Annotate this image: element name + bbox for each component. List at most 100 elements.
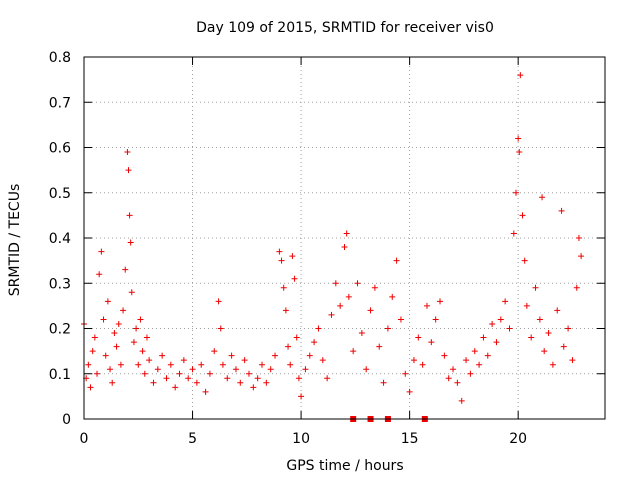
chart-title: Day 109 of 2015, SRMTID for receiver vis… [196, 20, 494, 36]
data-point [250, 384, 257, 391]
data-point [315, 325, 322, 332]
data-point [437, 298, 444, 305]
data-point [354, 280, 361, 287]
data-point [139, 348, 146, 355]
data-point [480, 334, 487, 341]
data-point [467, 370, 474, 377]
y-tick-label: 0.4 [49, 231, 71, 247]
data-point [502, 298, 509, 305]
x-tick-label: 0 [80, 431, 89, 447]
data-point [206, 370, 213, 377]
data-point [120, 307, 127, 314]
data-point [358, 330, 365, 337]
data-point [367, 307, 374, 314]
data-point [302, 366, 309, 373]
data-point [419, 361, 426, 368]
data-point [180, 357, 187, 364]
data-point [109, 379, 116, 386]
data-point [363, 366, 370, 373]
data-point [445, 375, 452, 382]
data-point [185, 375, 192, 382]
data-point [454, 379, 461, 386]
data-point [113, 343, 120, 350]
y-tick-label: 0.8 [49, 50, 71, 66]
data-point [128, 289, 135, 296]
data-point [285, 343, 292, 350]
data-point [406, 388, 413, 395]
data-point [432, 316, 439, 323]
plot-border [83, 56, 606, 420]
grid [84, 57, 605, 419]
data-point [193, 379, 200, 386]
data-point [104, 298, 111, 305]
data-point [493, 339, 500, 346]
ticks: 0 0.1 0.2 0.3 0.4 0.5 0.6 0.7 0.8 0 5 10 15 20 [49, 50, 605, 447]
data-point [510, 230, 517, 237]
data-point [410, 357, 417, 364]
data-point [245, 370, 252, 377]
data-point [423, 302, 430, 309]
data-point [91, 334, 98, 341]
data-point [291, 275, 298, 282]
data-point [159, 352, 166, 359]
data-point [450, 366, 457, 373]
data-point [343, 230, 350, 237]
data-point [560, 343, 567, 350]
data-point [135, 361, 142, 368]
data-point [254, 375, 261, 382]
data-point [289, 253, 296, 260]
data-point [287, 361, 294, 368]
data-point [295, 375, 302, 382]
data-point [96, 271, 103, 278]
data-point [428, 339, 435, 346]
data-point [263, 379, 270, 386]
data-point [176, 370, 183, 377]
data-point [345, 293, 352, 300]
data-point [471, 348, 478, 355]
data-point [217, 325, 224, 332]
data-point [167, 361, 174, 368]
data-point [558, 207, 565, 214]
data-point [124, 149, 131, 156]
data-point [278, 257, 285, 264]
data-point [389, 293, 396, 300]
data-point [85, 361, 92, 368]
data-point [267, 366, 274, 373]
data-point [397, 316, 404, 323]
data-point [141, 370, 148, 377]
data-point [133, 325, 140, 332]
data-point [189, 366, 196, 373]
data-point [384, 325, 391, 332]
data-point [376, 343, 383, 350]
data-point [293, 334, 300, 341]
data-point [137, 316, 144, 323]
data-point [126, 212, 133, 219]
data-point [224, 375, 231, 382]
data-point [228, 352, 235, 359]
data-point [554, 307, 561, 314]
data-point [319, 357, 326, 364]
data-point [573, 284, 580, 291]
x-tick-label: 10 [292, 431, 310, 447]
data-point [476, 361, 483, 368]
data-point [575, 235, 582, 241]
data-point [198, 361, 205, 368]
data-point [523, 302, 530, 309]
data-point [125, 167, 132, 174]
data-point [516, 149, 523, 156]
data-point [324, 375, 331, 382]
data-point [521, 257, 528, 264]
data-point [94, 370, 101, 377]
data-point [528, 334, 535, 341]
data-point [569, 357, 576, 364]
data-point [371, 284, 378, 291]
data-point [117, 361, 124, 368]
data-point [311, 339, 318, 346]
data-point [272, 352, 279, 359]
data-point [402, 370, 409, 377]
data-point [578, 253, 585, 260]
x-axis-label: GPS time / hours [286, 458, 403, 474]
data-point [350, 348, 357, 355]
data-point [463, 357, 470, 364]
data-point [341, 244, 348, 251]
